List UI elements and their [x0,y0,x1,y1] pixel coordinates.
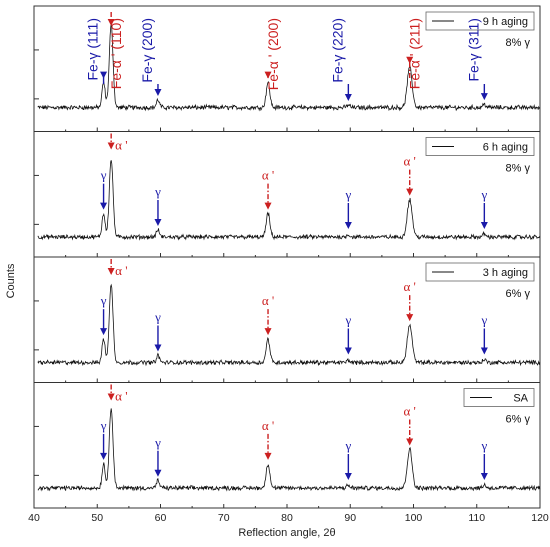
peak-arrow-head [107,142,115,150]
peak-label: α ' [404,154,416,169]
peak-arrow-head [480,93,488,101]
peak-label: γ [480,187,487,202]
peak-arrow-head [100,452,108,460]
legend-label: 6 h aging [483,142,528,154]
peak-label: γ [480,438,487,453]
peak-label: γ [344,313,351,328]
phase-fraction: 8% γ [506,163,531,175]
panels-layer: 9 h aging 8% γ Fe-γ (111) Fe-α ' (110) Fe-γ … [33,5,541,509]
peak-label: α ' [262,418,274,433]
peak-label: α ' [404,279,416,294]
peak-label: Fe-α ' (110) [108,18,124,89]
legend-box [425,137,535,156]
peak-arrow-head [406,438,414,446]
phase-fraction: 6% γ [506,414,531,426]
peak-arrow-head [154,89,162,97]
peak-label: Fe-α ' (200) [265,18,281,90]
peak-label: γ [480,313,487,328]
peak-arrow-head [406,314,414,322]
peak-arrow-head [154,344,162,352]
peak-arrow-head [344,94,352,102]
y-axis-title: Counts [5,263,17,298]
legend-box [463,388,535,407]
peak-label: α ' [262,168,274,183]
peak-label: γ [344,187,351,202]
peak-arrow-head [100,328,108,336]
phase-fraction: 6% γ [506,288,531,300]
x-tick-label: 90 [344,512,356,524]
peak-label: α ' [404,403,416,418]
peak-arrow-head [107,268,115,275]
legend-label: 3 h aging [483,267,528,279]
peak-arrow-head [344,347,352,355]
peak-label: γ [344,438,351,453]
peak-arrow-head [264,202,272,210]
legend-box [425,11,535,31]
peak-arrow-head [107,393,115,401]
axes-layer: 40 50 60 70 80 90 100 110 120 [28,512,549,524]
peak-arrow-head [107,19,115,26]
xrd-trace [37,160,541,241]
peak-arrow-head [100,71,108,79]
peak-label: Fe-γ (111) [85,18,101,81]
peak-label: γ [154,184,161,199]
peak-arrow-head [406,56,414,64]
peak-label: γ [154,435,161,450]
peak-arrow-head [406,188,414,196]
x-tick-label: 40 [28,512,40,524]
peak-arrow-head [100,202,108,210]
x-tick-label: 110 [468,512,485,524]
legend-label: 9 h aging [483,16,528,28]
peak-arrow-head [264,71,272,79]
x-tick-label: 100 [405,512,423,524]
peak-label: Fe-γ (220) [329,18,345,83]
peak-label: α ' [115,138,127,153]
peak-arrow-head [480,473,488,480]
peak-label: γ [100,418,107,433]
peak-arrow-head [264,328,272,336]
xrd-trace [37,22,541,112]
peak-arrow-head [480,347,488,355]
x-tick-label: 60 [155,512,167,524]
x-axis-title: Reflection angle, 2θ [238,527,335,539]
phase-fraction: 8% γ [506,37,531,49]
peak-label: α ' [115,389,127,404]
peak-arrow-head [344,473,352,480]
legend-box [425,262,535,282]
peak-label: γ [154,309,161,324]
peak-label: Fe-γ (200) [139,18,155,83]
peak-label: γ [100,293,107,308]
peak-label: Fe-γ (311) [465,18,481,82]
panel-1: 9 h aging 8% γ Fe-γ (111) Fe-α ' (110) Fe-γ … [33,5,541,132]
xrd-trace [37,408,541,492]
peak-arrow-head [154,218,162,226]
panel-3: 3 h aging 6% γ γ α ' γ α ' γ α ' γ [33,256,541,383]
peak-arrow-head [154,469,162,477]
peak-label: α ' [262,293,274,308]
peak-arrow-head [264,452,272,460]
xrd-trace [37,283,541,367]
peak-label: γ [100,168,107,183]
x-tick-label: 50 [91,512,103,524]
peak-label: Fe-α ' (211) [407,18,423,89]
panel-4: SA 6% γ γ α ' γ α ' γ α ' γ [33,382,541,509]
peak-arrow-head [344,222,352,229]
x-tick-label: 120 [531,512,549,524]
x-tick-label: 70 [218,512,230,524]
peak-arrow-head [480,222,488,229]
peak-label: α ' [115,263,127,278]
legend-label: SA [513,393,528,405]
x-tick-label: 80 [281,512,293,524]
panel-2: 6 h aging 8% γ γ α ' γ α ' γ α ' γ [33,131,541,258]
